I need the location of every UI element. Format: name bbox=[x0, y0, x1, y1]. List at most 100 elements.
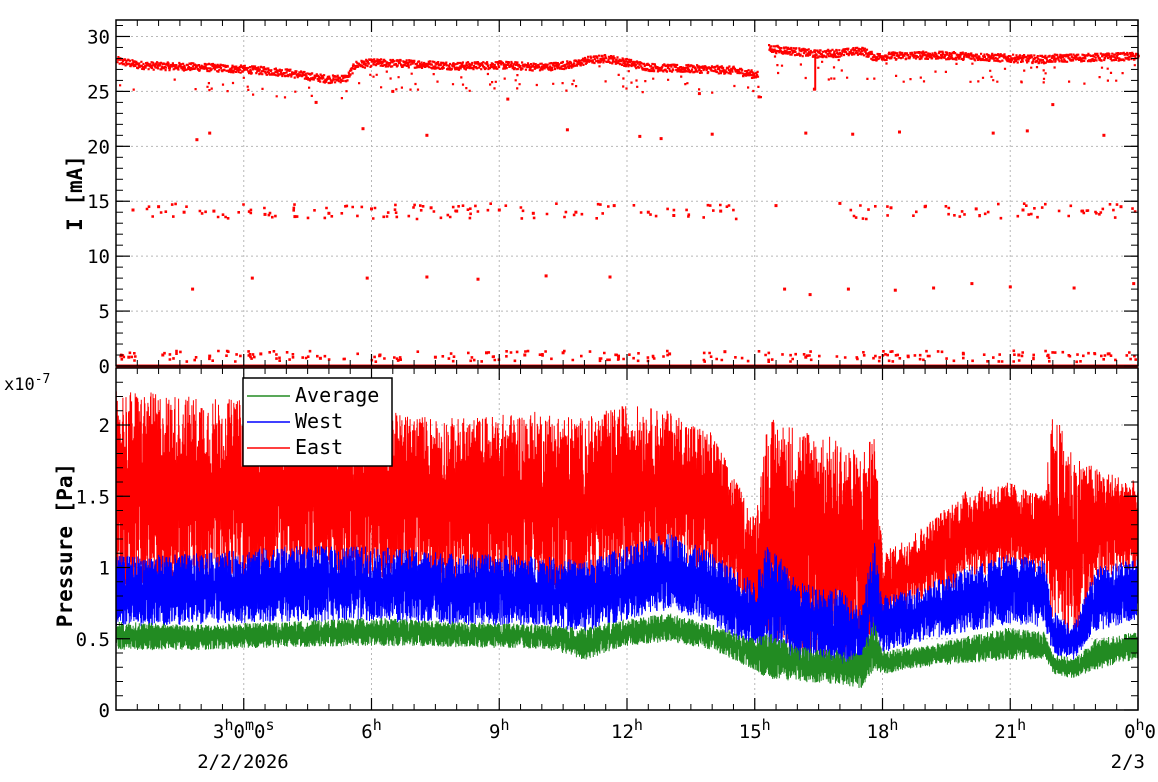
current-dropout-point bbox=[361, 127, 365, 131]
current-dropout-point bbox=[318, 356, 322, 360]
current-dropout-point bbox=[212, 209, 216, 213]
current-dropout-point bbox=[617, 354, 620, 358]
pressure-ytick-label-1: 0.5 bbox=[76, 629, 110, 651]
current-ytick-label-3: 15 bbox=[87, 191, 110, 213]
current-dropout-point bbox=[838, 201, 842, 205]
pressure-series-east bbox=[115, 391, 1139, 664]
current-dropout-point bbox=[612, 204, 616, 208]
pressure-y-ticks: 0 0.5 1 1.5 2 bbox=[76, 381, 1138, 722]
current-dropout-point bbox=[710, 132, 714, 136]
current-dropout-point bbox=[208, 131, 212, 135]
pressure-series-west bbox=[115, 534, 1139, 670]
time-axis-labels: 3h0m0s 6h 9h 12h 15h 18h 21h 0h0 bbox=[213, 716, 1156, 743]
current-dropout-point bbox=[195, 138, 199, 142]
current-dropout-point bbox=[893, 288, 897, 292]
current-dropout-point bbox=[1008, 285, 1012, 289]
current-dropout-point bbox=[476, 277, 480, 281]
current-dropout-point bbox=[263, 212, 267, 216]
current-dropout-point bbox=[668, 352, 672, 356]
current-dropout-point bbox=[697, 92, 701, 96]
current-dropout-point bbox=[1017, 353, 1021, 357]
current-ytick-label-4: 20 bbox=[87, 136, 110, 158]
current-dropout-point bbox=[250, 276, 254, 280]
current-dropout-point bbox=[497, 208, 501, 212]
time-tick-label-7: 0h0 bbox=[1124, 716, 1156, 743]
date-start-label: 2/2/2026 bbox=[197, 751, 289, 773]
legend-label-east: East bbox=[295, 435, 343, 459]
current-dropout-point bbox=[506, 97, 510, 101]
current-dropout-point bbox=[1119, 205, 1123, 209]
time-tick-label-0: 3h0m0s bbox=[213, 716, 274, 743]
current-dropout-point bbox=[638, 134, 642, 138]
current-dropout-point bbox=[131, 208, 135, 212]
current-dropout-point bbox=[970, 282, 974, 286]
current-dropout-point bbox=[898, 130, 901, 134]
time-tick-label-5: 18h bbox=[867, 716, 899, 743]
current-dropout-point bbox=[531, 211, 535, 215]
current-dropout-point bbox=[523, 353, 527, 357]
time-tick-label-6: 21h bbox=[994, 716, 1026, 743]
current-grid bbox=[116, 20, 1138, 366]
current-dropout-point bbox=[974, 207, 978, 211]
current-dropout-point bbox=[259, 352, 263, 356]
current-dropout-point bbox=[1021, 208, 1025, 212]
pressure-legend: Average West East bbox=[242, 377, 393, 467]
current-y-ticks: 0 5 10 15 20 25 30 bbox=[87, 24, 1138, 378]
current-dropout-point bbox=[659, 137, 663, 141]
current-dropout-point bbox=[1132, 282, 1136, 286]
current-dropout-point bbox=[293, 215, 297, 219]
current-dropout-point bbox=[646, 210, 650, 214]
legend-label-west: West bbox=[295, 409, 343, 433]
pressure-ytick-label-4: 2 bbox=[99, 415, 110, 437]
current-dropout-point bbox=[182, 210, 186, 214]
current-dropout-point bbox=[889, 206, 893, 210]
current-dropout-point bbox=[808, 293, 812, 297]
current-ytick-label-0: 0 bbox=[99, 356, 110, 378]
current-dropout-point bbox=[485, 351, 488, 355]
current-dropout-point bbox=[804, 355, 808, 359]
current-dropout-point bbox=[608, 275, 612, 279]
current-dropout-point bbox=[719, 209, 723, 213]
time-tick-label-2: 9h bbox=[489, 716, 509, 743]
current-dropout-point bbox=[391, 89, 395, 93]
current-dropout-point bbox=[812, 87, 816, 91]
date-end-label: 2/3 bbox=[1111, 751, 1145, 773]
current-ytick-label-6: 30 bbox=[87, 26, 110, 48]
current-data-marks bbox=[116, 44, 1140, 368]
current-panel: 0 5 10 15 20 25 30 I [mA] bbox=[63, 19, 1140, 378]
current-dropout-point bbox=[561, 351, 565, 355]
current-dropout-point bbox=[208, 354, 212, 358]
current-dropout-point bbox=[127, 355, 131, 359]
pressure-x-ticks bbox=[136, 368, 1139, 710]
pressure-ytick-label-3: 1.5 bbox=[76, 486, 110, 508]
current-ytick-label-1: 5 bbox=[99, 301, 110, 323]
current-dropout-point bbox=[314, 100, 318, 104]
current-dropout-point bbox=[425, 275, 429, 279]
current-dropout-point bbox=[565, 128, 569, 132]
time-tick-label-3: 12h bbox=[611, 716, 643, 743]
current-dropout-point bbox=[1102, 133, 1106, 137]
current-dropout-point bbox=[1072, 286, 1076, 290]
current-dropout-point bbox=[544, 274, 548, 278]
current-dropout-point bbox=[191, 287, 195, 291]
current-dropout-point bbox=[723, 350, 727, 354]
current-dropout-point bbox=[757, 95, 761, 99]
time-tick-label-1: 6h bbox=[361, 716, 381, 743]
current-dropout-point bbox=[433, 355, 437, 359]
current-dropout-point bbox=[774, 204, 778, 208]
current-dropout-point bbox=[425, 133, 429, 137]
current-dropout-point bbox=[1025, 129, 1029, 133]
legend-label-average: Average bbox=[295, 383, 379, 407]
pressure-data-marks bbox=[115, 391, 1139, 689]
current-ytick-label-2: 10 bbox=[87, 246, 110, 268]
current-y-axis-title: I [mA] bbox=[63, 155, 87, 231]
pressure-series-average bbox=[115, 613, 1139, 689]
current-dropout-point bbox=[327, 211, 331, 215]
current-dropout-cluster bbox=[145, 202, 1137, 221]
current-dropout-point bbox=[365, 276, 369, 280]
pressure-y-axis-title: Pressure [Pa] bbox=[53, 463, 77, 627]
current-dropout-point bbox=[161, 353, 165, 357]
current-dropout-point bbox=[1051, 103, 1055, 107]
current-dropout-point bbox=[932, 286, 936, 290]
